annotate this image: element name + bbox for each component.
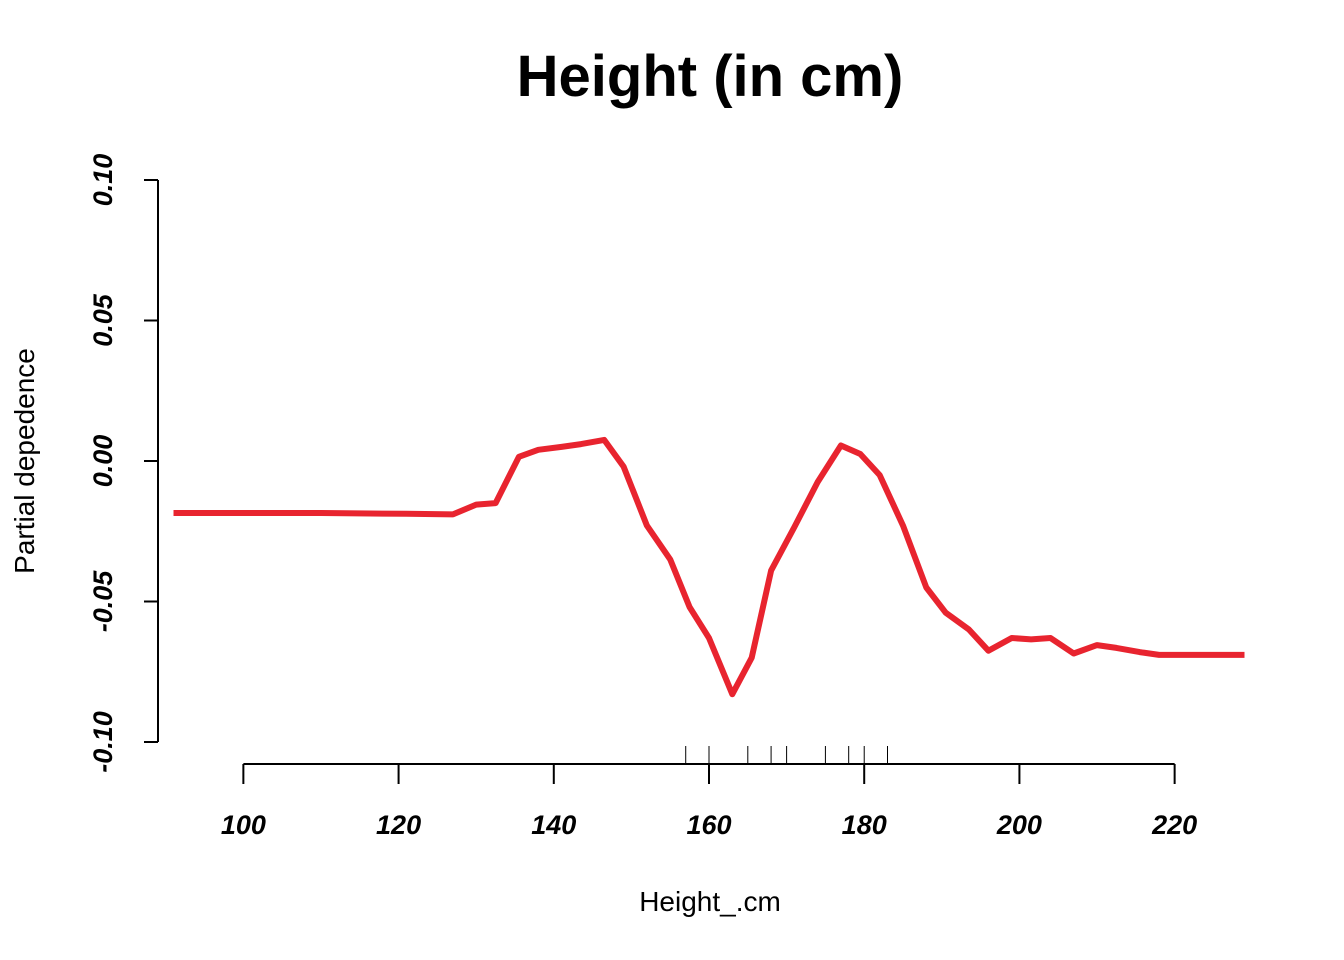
y-tick-label: -0.10 [88,711,118,773]
y-axis: -0.10 -0.05 0.00 0.05 0.10 [88,154,159,773]
series-line [173,436,1245,698]
x-tick-label: 220 [1151,810,1197,840]
x-tick-label: 140 [531,810,576,840]
x-tick-label: 120 [376,810,421,840]
x-axis: 100 120 140 160 180 200 220 [221,763,1197,840]
plot-area [173,436,1245,698]
y-tick-label: -0.05 [88,570,118,633]
y-tick-label: 0.00 [88,435,118,488]
y-tick-label: 0.05 [88,293,118,347]
x-axis-label: Height_.cm [639,886,781,917]
x-tick-label: 180 [842,810,887,840]
x-tick-label: 200 [996,810,1042,840]
rug-marks [685,746,888,764]
y-axis-label: Partial depedence [9,348,40,574]
x-tick-label: 160 [686,810,731,840]
x-tick-label: 100 [221,810,266,840]
y-tick-label: 0.10 [88,154,118,207]
chart-title: Height (in cm) [517,44,904,109]
